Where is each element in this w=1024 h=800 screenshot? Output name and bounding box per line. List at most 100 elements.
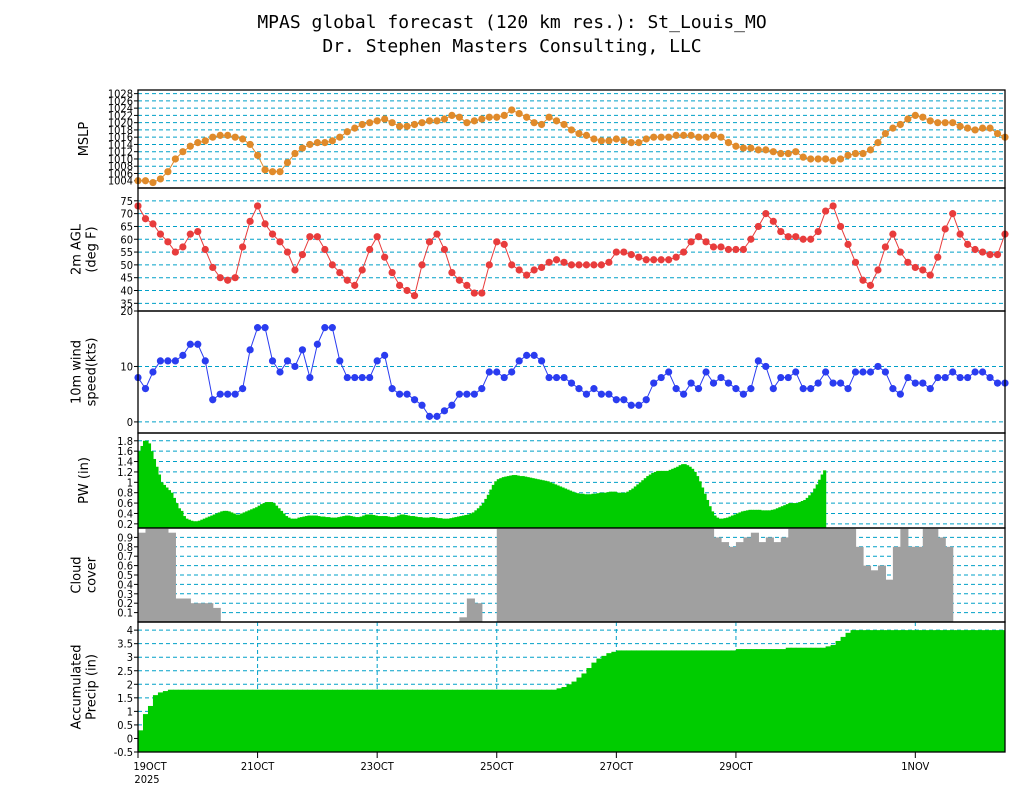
bar <box>653 471 657 528</box>
bar <box>646 476 650 528</box>
bar <box>344 515 348 528</box>
bar <box>658 470 662 528</box>
bar <box>862 565 872 622</box>
bar <box>466 514 470 528</box>
data-point <box>194 227 202 236</box>
ytick-label: 10 <box>120 360 133 373</box>
bar <box>892 546 901 622</box>
bar <box>417 689 423 752</box>
data-point <box>156 230 165 238</box>
data-point <box>822 368 830 376</box>
bar <box>940 630 946 752</box>
data-point <box>777 373 785 382</box>
bar <box>661 470 665 528</box>
bar <box>332 689 338 752</box>
bar <box>683 464 687 528</box>
bar <box>818 528 827 622</box>
data-point <box>313 340 321 348</box>
bar <box>252 508 256 528</box>
bar <box>377 516 381 528</box>
data-point <box>635 139 643 147</box>
data-point <box>762 210 770 218</box>
xtick-label: 29OCT <box>719 760 753 773</box>
bar <box>407 515 411 528</box>
bar <box>850 630 857 752</box>
bar <box>287 517 291 528</box>
bar <box>172 497 176 528</box>
data-point <box>807 235 815 243</box>
data-point <box>822 207 830 215</box>
bar <box>412 516 416 528</box>
data-point <box>642 256 650 264</box>
ytick-label: 0.5 <box>117 569 133 582</box>
bar <box>359 516 363 528</box>
bar <box>985 630 991 752</box>
bar <box>845 632 852 752</box>
bar <box>723 518 727 528</box>
bar <box>322 516 326 528</box>
ytick-label: 0.4 <box>117 578 133 591</box>
panel-frame <box>137 621 1006 753</box>
ytick-label: 35 <box>120 297 133 310</box>
bar <box>459 516 463 528</box>
bar <box>900 630 906 752</box>
ylabel: Accumulated <box>70 644 85 729</box>
data-point <box>291 149 299 158</box>
data-point <box>620 137 628 145</box>
bar <box>601 655 607 752</box>
bar <box>788 503 792 528</box>
data-point <box>552 256 561 264</box>
data-point <box>732 385 740 393</box>
bar <box>170 492 174 528</box>
bar <box>676 466 680 528</box>
bar <box>471 512 475 528</box>
bar <box>578 528 588 622</box>
bar <box>830 645 837 752</box>
data-point <box>978 124 987 132</box>
bar <box>598 492 603 528</box>
data-point <box>844 385 852 393</box>
data-point <box>186 142 194 150</box>
ytick-label: 1006 <box>108 167 133 180</box>
bar <box>441 518 446 528</box>
data-point <box>373 117 381 125</box>
data-point <box>321 245 329 254</box>
bar <box>708 506 712 528</box>
bar <box>352 516 356 528</box>
data-point <box>403 122 411 130</box>
bar <box>688 466 692 528</box>
data-point <box>680 131 688 139</box>
bar <box>329 517 333 528</box>
data-point <box>239 243 247 251</box>
data-point <box>209 133 217 141</box>
bar <box>394 516 398 528</box>
data-point <box>941 373 949 382</box>
bar <box>877 565 887 622</box>
bar <box>738 512 742 528</box>
bar <box>823 470 827 528</box>
bar <box>576 493 580 528</box>
bar <box>646 528 655 622</box>
bar <box>730 515 735 528</box>
data-point <box>650 256 658 264</box>
bar <box>427 517 431 528</box>
bar <box>795 528 804 622</box>
bar <box>706 528 715 622</box>
bar <box>636 484 640 528</box>
bar <box>454 517 458 528</box>
bar <box>683 528 692 622</box>
bar <box>439 518 443 528</box>
data-point <box>194 340 202 348</box>
bar <box>750 649 757 752</box>
bar <box>643 478 647 528</box>
ytick-label: 1012 <box>108 146 133 159</box>
bar <box>382 689 388 752</box>
data-point <box>239 135 247 143</box>
bar <box>240 513 244 528</box>
bar <box>384 516 388 528</box>
data-point <box>680 248 688 256</box>
data-point <box>381 253 389 261</box>
data-point <box>336 357 344 365</box>
bar <box>257 505 261 528</box>
